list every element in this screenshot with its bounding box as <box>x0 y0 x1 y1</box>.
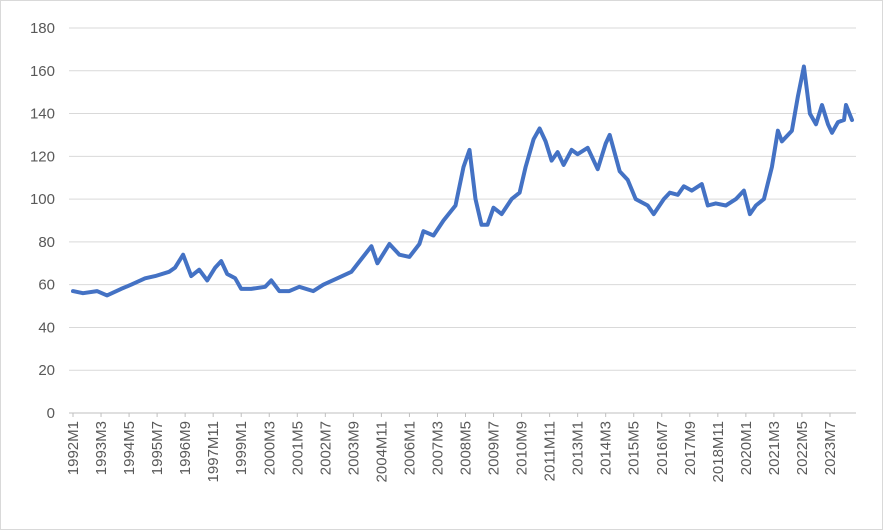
x-tick-label: 2016M7 <box>654 421 671 475</box>
x-tick-label: 1994M5 <box>121 421 138 475</box>
x-tick-label: 2021M3 <box>766 421 783 475</box>
y-tick-label: 100 <box>30 191 55 208</box>
x-tick-label: 1997M11 <box>205 421 222 482</box>
y-tick-label: 160 <box>30 63 55 80</box>
x-tick-label: 2017M9 <box>682 421 699 475</box>
y-tick-label: 80 <box>38 234 55 251</box>
x-axis-ticks: 1992M1 1993M3 1994M5 1995M7 1996M9 1997M11 199… <box>65 413 839 482</box>
y-tick-label: 140 <box>30 106 55 123</box>
x-tick-label: 2007M3 <box>429 421 446 475</box>
y-tick-label: 60 <box>38 277 55 294</box>
x-tick-label: 2009M7 <box>486 421 503 475</box>
x-tick-label: 2000M3 <box>261 421 278 475</box>
x-tick-label: 2001M5 <box>289 421 306 475</box>
x-tick-label: 1999M1 <box>233 421 250 475</box>
x-tick-label: 2023M7 <box>822 421 839 475</box>
x-tick-label: 2014M3 <box>598 421 615 475</box>
x-tick-label: 1992M1 <box>65 421 82 475</box>
y-tick-label: 120 <box>30 148 55 165</box>
y-tick-label: 20 <box>38 362 55 379</box>
x-tick-label: 2022M5 <box>794 421 811 475</box>
x-tick-label: 2004M11 <box>373 421 390 482</box>
series-line <box>73 67 852 296</box>
x-tick-label: 2010M9 <box>514 421 531 475</box>
y-tick-label: 180 <box>30 20 55 37</box>
x-tick-label: 1996M9 <box>177 421 194 475</box>
x-tick-label: 2011M11 <box>542 421 559 481</box>
y-tick-label: 0 <box>47 405 55 422</box>
x-tick-label: 2006M1 <box>401 421 418 475</box>
y-axis-ticks: 0 20 40 60 80 100 120 140 160 180 <box>30 20 55 422</box>
x-tick-label: 2018M11 <box>710 421 727 482</box>
series-group <box>73 66 852 295</box>
x-tick-label: 2015M5 <box>626 421 643 475</box>
x-tick-label: 2008M5 <box>458 421 475 475</box>
x-tick-label: 1993M3 <box>93 421 110 475</box>
x-tick-label: 2002M7 <box>317 421 334 475</box>
x-tick-label: 2013M1 <box>570 421 587 475</box>
y-tick-label: 40 <box>38 319 55 336</box>
x-tick-label: 1995M7 <box>149 421 166 475</box>
x-tick-label: 2003M9 <box>345 421 362 475</box>
x-tick-label: 2020M1 <box>738 421 755 475</box>
